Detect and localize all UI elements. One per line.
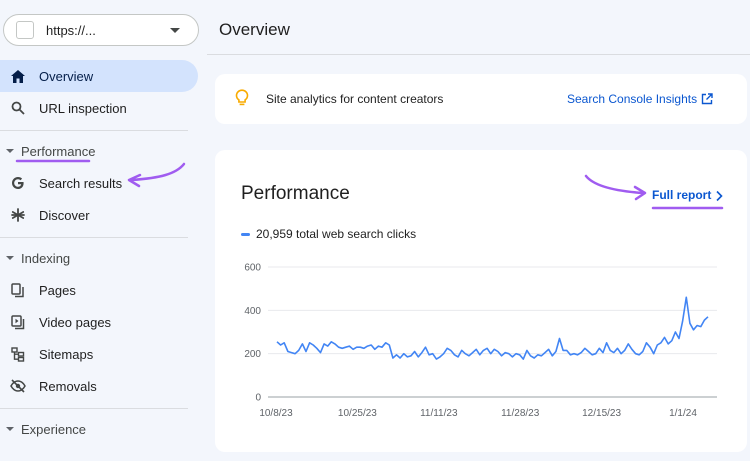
section-heading: Indexing [21,250,71,266]
search-icon [10,100,26,116]
sidebar-item-label: Removals [39,378,97,394]
lightbulb-icon [235,89,249,112]
insights-text: Site analytics for content creators [266,92,444,106]
property-selector[interactable]: https://... [3,14,199,46]
sidebar: https://... Overview URL inspection Perf… [0,0,207,461]
external-link-icon[interactable] [701,92,713,110]
insights-card: Site analytics for content creators Sear… [215,74,747,124]
sidebar-item-search-results[interactable]: Search results [0,167,198,199]
nav-divider [0,408,188,409]
sidebar-item-label: Pages [39,282,76,298]
series-line [276,296,709,360]
sidebar-item-label: Sitemaps [39,346,94,362]
sitemaps-icon [10,346,26,362]
caret-down-icon [6,149,14,153]
section-indexing[interactable]: Indexing [0,248,70,268]
header: Overview [207,0,750,55]
video-pages-icon [10,314,26,330]
pages-icon [10,282,26,298]
google-g-icon [10,175,26,191]
caret-down-icon [6,427,14,431]
nav-divider [0,130,188,131]
sidebar-item-sitemaps[interactable]: Sitemaps [0,338,198,370]
y-tick-label: 400 [244,306,261,317]
x-tick-label: 1/1/24 [669,408,697,419]
sidebar-item-label: Search results [39,175,123,191]
section-experience[interactable]: Experience [0,419,86,439]
property-url: https://... [46,22,96,38]
sidebar-item-overview[interactable]: Overview [0,60,198,92]
section-performance[interactable]: Performance [0,141,95,161]
performance-title: Performance [241,183,350,204]
sidebar-item-video-pages[interactable]: Video pages [0,306,198,338]
x-tick-label: 12/15/23 [582,408,621,419]
chart-legend: 20,959 total web search clicks [241,227,416,241]
full-report-link[interactable]: Full report [652,188,712,202]
sidebar-item-url-inspection[interactable]: URL inspection [0,92,198,124]
section-heading: Performance [21,143,96,159]
property-favicon-icon [16,21,34,39]
nav-divider [0,237,188,238]
asterisk-icon [10,207,26,223]
sidebar-item-label: Overview [39,68,94,84]
x-tick-label: 11/28/23 [501,408,540,419]
performance-chart: 0 200 400 600 10/8/23 10/25/23 11/11/23 11/28/2… [244,263,717,419]
x-tick-label: 11/11/23 [420,408,458,419]
sidebar-item-label: URL inspection [39,100,127,116]
sidebar-item-discover[interactable]: Discover [0,199,198,231]
y-tick-label: 600 [244,263,261,274]
x-tick-label: 10/8/23 [259,408,293,419]
sidebar-item-pages[interactable]: Pages [0,274,198,306]
page-title: Overview [219,20,290,39]
chevron-right-icon[interactable] [715,189,723,207]
performance-card: Performance Full report 20,959 total web… [215,150,747,452]
sidebar-item-label: Discover [39,207,90,223]
home-icon [10,68,26,84]
legend-label: 20,959 total web search clicks [256,227,417,241]
sidebar-item-removals[interactable]: Removals [0,370,198,402]
search-console-insights-link[interactable]: Search Console Insights [567,92,698,106]
x-tick-label: 10/25/23 [338,408,377,419]
y-tick-label: 0 [255,393,261,404]
section-heading: Experience [21,421,87,437]
sidebar-item-label: Video pages [39,314,112,330]
y-tick-label: 200 [244,349,261,360]
chevron-down-icon [170,27,180,33]
removals-icon [10,378,26,394]
legend-swatch [241,232,250,236]
caret-down-icon [6,256,14,260]
